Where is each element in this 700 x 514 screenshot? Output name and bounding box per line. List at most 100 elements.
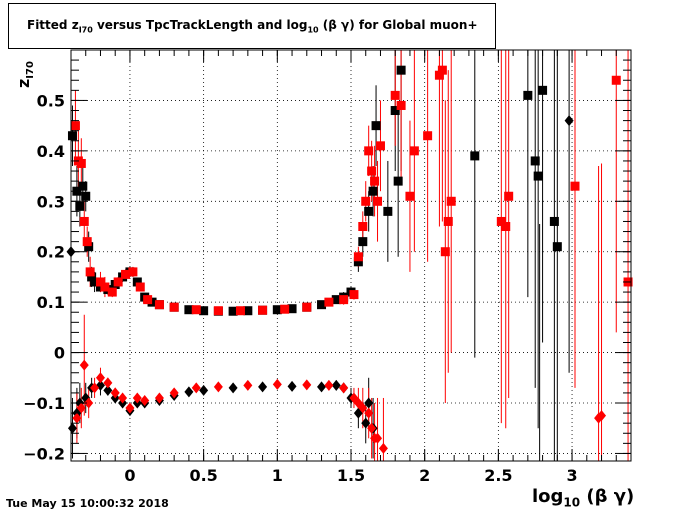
square-marker: [213, 306, 223, 316]
timestamp: Tue May 15 10:00:32 2018: [6, 497, 169, 510]
diamond-marker: [140, 394, 150, 406]
diamond-marker: [564, 115, 574, 127]
square-marker: [75, 201, 85, 211]
square-marker: [199, 306, 209, 316]
y-tick-label: 0.2: [37, 243, 65, 262]
diamond-marker: [317, 381, 327, 393]
diamond-marker: [364, 407, 374, 419]
square-marker: [367, 166, 377, 176]
square-marker: [76, 158, 86, 168]
x-tick-labels: 0 0.5 1 1.5 2 2.5 3: [124, 466, 577, 485]
y-tick-label: −0.1: [23, 394, 65, 413]
square-marker: [78, 181, 88, 191]
square-marker: [324, 297, 334, 307]
diamond-marker: [597, 410, 607, 422]
square-marker: [228, 306, 238, 316]
diamond-marker: [72, 412, 82, 424]
square-marker: [390, 106, 400, 116]
square-marker: [443, 216, 453, 226]
square-marker: [258, 305, 268, 315]
diamond-marker: [358, 402, 368, 414]
square-marker: [184, 305, 194, 315]
square-marker: [121, 269, 131, 279]
square-marker: [368, 186, 378, 196]
diamond-marker: [103, 384, 113, 396]
square-marker: [235, 306, 245, 316]
x-tick-label: 3: [566, 466, 577, 485]
square-marker: [169, 302, 179, 312]
diamond-marker: [302, 379, 312, 391]
y-tick-label: 0.1: [37, 293, 65, 312]
square-marker: [549, 216, 559, 226]
square-marker: [79, 216, 89, 226]
diamond-marker: [132, 392, 142, 404]
square-marker: [538, 85, 548, 95]
diamond-marker: [110, 387, 120, 399]
square-marker: [154, 300, 164, 310]
square-marker: [132, 277, 142, 287]
axis-ticks: [70, 50, 632, 461]
y-tick-label: 0.4: [37, 142, 65, 161]
diamond-marker: [154, 392, 164, 404]
square-marker: [339, 295, 349, 305]
square-marker: [113, 277, 123, 287]
diamond-marker: [339, 382, 349, 394]
x-tick-label: 1.5: [337, 466, 365, 485]
square-marker: [373, 196, 383, 206]
y-axis-label: zI70: [14, 61, 37, 88]
x-tick-label: 0: [124, 466, 135, 485]
square-marker: [409, 146, 419, 156]
square-marker: [100, 282, 110, 292]
data-markers: [66, 65, 633, 454]
diamond-marker: [228, 382, 238, 394]
square-marker: [361, 196, 371, 206]
diamond-marker: [125, 402, 135, 414]
square-marker: [405, 191, 415, 201]
square-marker: [287, 304, 297, 314]
square-marker: [533, 171, 543, 181]
square-marker: [143, 295, 153, 305]
chart-title: Fitted zI70 versus TpcTrackLength and lo…: [27, 18, 478, 35]
y-tick-label: 0.3: [37, 192, 65, 211]
y-tick-label: −0.2: [23, 444, 65, 463]
y-tick-label: 0: [54, 344, 65, 363]
square-marker: [85, 267, 95, 277]
diamond-marker: [191, 382, 201, 394]
diamond-marker: [364, 397, 374, 409]
square-marker: [70, 121, 80, 131]
square-marker: [317, 300, 327, 310]
square-marker: [84, 242, 94, 252]
square-marker: [353, 252, 363, 262]
diamond-marker: [272, 378, 282, 390]
diamond-marker: [76, 402, 86, 414]
square-marker: [135, 282, 145, 292]
diamond-marker: [331, 379, 341, 391]
square-marker: [358, 222, 368, 232]
square-marker: [82, 237, 92, 247]
square-marker: [396, 65, 406, 75]
square-marker: [393, 176, 403, 186]
diamond-marker: [95, 372, 105, 384]
square-marker: [243, 306, 253, 316]
square-marker: [504, 191, 514, 201]
square-marker: [611, 75, 621, 85]
diamond-marker: [378, 442, 388, 454]
square-marker: [530, 156, 540, 166]
square-marker: [67, 131, 77, 141]
y-tick-labels: −0.2 −0.1 0 0.1 0.2 0.3 0.4 0.5: [23, 91, 65, 463]
square-marker: [364, 206, 374, 216]
diamond-marker: [213, 381, 223, 393]
square-marker: [331, 295, 341, 305]
square-marker: [371, 121, 381, 131]
diamond-marker: [103, 377, 113, 389]
x-tick-label: 0.5: [189, 466, 217, 485]
diamond-marker: [361, 417, 371, 429]
square-marker: [496, 216, 506, 226]
x-axis-label: log10 (β γ): [532, 486, 635, 510]
diamond-marker: [118, 392, 128, 404]
diamond-marker: [84, 397, 94, 409]
square-marker: [390, 90, 400, 100]
square-marker: [434, 70, 444, 80]
diamond-marker: [169, 387, 179, 399]
